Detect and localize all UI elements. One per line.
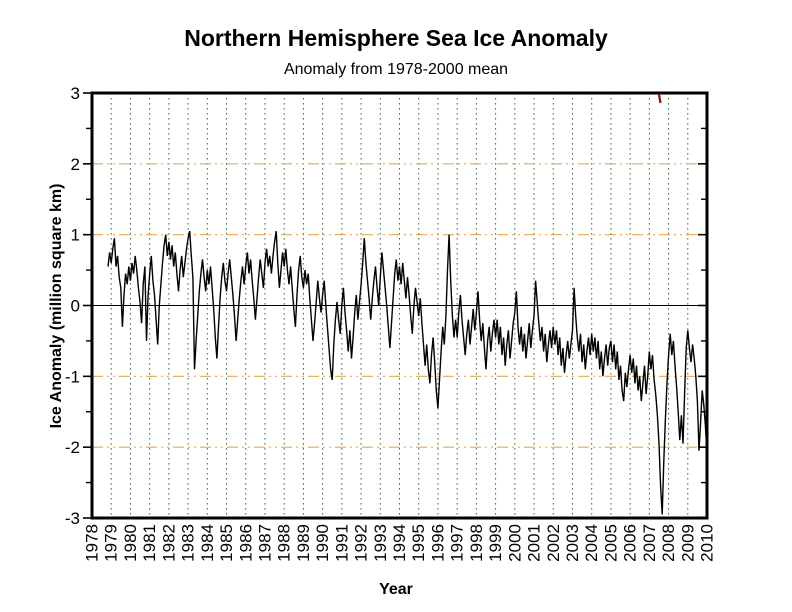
x-tick-label: 2004 [582,524,601,562]
y-tick-label: 1 [71,226,80,245]
x-tick-label: 1980 [121,524,140,562]
y-tick-label: 0 [71,297,80,316]
x-tick-label: 2008 [659,524,678,562]
y-tick-label: -1 [65,367,80,386]
x-tick-label: 2006 [621,524,640,562]
x-tick-label: 2000 [505,524,524,562]
x-tick-label: 1979 [102,524,121,562]
x-tick-label: 1990 [313,524,332,562]
x-tick-label: 1981 [140,524,159,562]
x-tick-label: 2007 [640,524,659,562]
chart-title: Northern Hemisphere Sea Ice Anomaly [184,25,608,51]
x-tick-label: 2003 [563,524,582,562]
plot-border [90,91,709,520]
x-tick-label: 1999 [486,524,505,562]
y-tick-label: 3 [71,84,80,103]
x-tick-label: 1985 [217,524,236,562]
x-tick-label: 2009 [678,524,697,562]
x-tick-label: 1983 [179,524,198,562]
x-tick-label: 1978 [83,524,102,562]
x-tick-label: 1989 [294,524,313,562]
x-tick-label: 2005 [601,524,620,562]
x-tick-label: 1998 [467,524,486,562]
x-tick-label: 1997 [448,524,467,562]
x-tick-label: 2002 [544,524,563,562]
y-tick-label: -2 [65,438,80,457]
x-tick-label: 1987 [255,524,274,562]
x-tick-label: 1991 [332,524,351,562]
x-tick-label: 2001 [525,524,544,562]
chart-subtitle: Anomaly from 1978-2000 mean [283,61,509,78]
red-tick-annotation [657,93,662,104]
y-tick-label: 2 [71,155,80,174]
x-tick-label: 1986 [236,524,255,562]
y-tick-label: -3 [65,509,80,528]
series-line [107,230,708,515]
x-tick-label: 1984 [198,524,217,562]
x-tick-label: 1992 [352,524,371,562]
x-tick-label: 1996 [428,524,447,562]
x-tick-label: 1994 [390,524,409,562]
x-tick-label: 1988 [275,524,294,562]
x-tick-label: 2010 [698,524,717,562]
x-tick-label: 1993 [371,524,390,562]
x-tick-label: 1982 [159,524,178,562]
x-axis-title: Year [379,581,413,598]
x-tick-label: 1995 [409,524,428,562]
